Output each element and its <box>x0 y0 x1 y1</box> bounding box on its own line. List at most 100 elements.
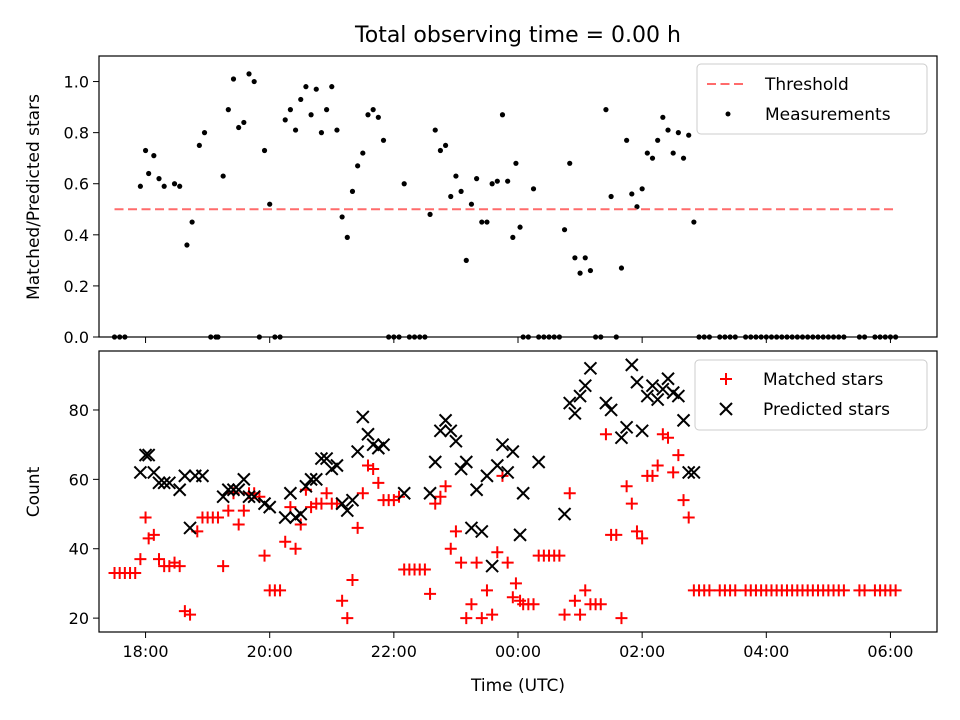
matched-star-point <box>279 535 292 548</box>
y-tick-label: 1.0 <box>64 73 89 92</box>
measurement-point <box>427 211 433 217</box>
matched-star-point <box>625 497 638 510</box>
matched-star-point <box>509 577 522 590</box>
measurement-point <box>437 147 444 154</box>
y-tick-label: 40 <box>69 540 89 559</box>
matched-star-point <box>372 476 385 489</box>
predicted-star-point <box>231 483 246 497</box>
measurement-point <box>334 127 340 133</box>
matched-star-point <box>682 511 695 524</box>
y-tick-label: 80 <box>69 401 89 420</box>
matched-star-point <box>858 584 871 597</box>
measurement-point <box>171 181 178 187</box>
y-tick-label: 0.8 <box>64 124 89 143</box>
measurement-point <box>484 219 490 225</box>
predicted-star-point <box>397 486 411 500</box>
matched-star-point <box>134 553 147 566</box>
legend-measurements-label: Measurements <box>765 105 891 125</box>
measurement-point <box>634 204 640 210</box>
ratio-panel: 0.0 0.2 0.4 0.6 0.8 1.0 Matched/Predicted sta… <box>24 55 938 347</box>
measurement-point <box>196 142 202 149</box>
measurement-point <box>463 257 469 263</box>
predicted-star-point <box>237 472 251 487</box>
matched-star-point <box>506 591 519 604</box>
predicted-star-point <box>495 437 510 452</box>
matched-star-point <box>491 546 504 559</box>
measurement-point <box>146 170 152 177</box>
matched-star-point <box>475 612 488 625</box>
measurement-point <box>494 178 500 184</box>
measurement-point <box>230 76 237 82</box>
predicted-star-point <box>433 424 448 438</box>
measurement-point <box>639 186 645 192</box>
matched-star-point <box>147 528 160 541</box>
measurement-point <box>468 201 475 207</box>
measurement-point <box>561 227 568 233</box>
matched-star-point <box>672 449 685 462</box>
matched-star-point <box>620 480 633 493</box>
predicted-star-point <box>345 493 360 507</box>
predicted-star-point <box>423 486 437 500</box>
predicted-star-point <box>309 472 323 487</box>
matched-star-point <box>315 497 328 510</box>
matched-star-point <box>465 598 478 611</box>
predicted-star-point <box>604 403 618 417</box>
measurement-point <box>292 127 299 133</box>
matched-star-point <box>615 612 628 625</box>
matched-star-point <box>173 560 186 573</box>
matched-star-point <box>646 469 659 482</box>
predicted-star-point <box>330 458 344 473</box>
measurement-point <box>505 178 511 184</box>
matched-star-point <box>610 528 623 541</box>
predicted-star-point <box>635 424 649 438</box>
x-tick-label: 06:00 <box>867 642 913 661</box>
measurement-point <box>629 191 635 197</box>
count-panel-ticks: 20 40 60 80 18:00 20:00 22:00 00:00 02:00 04:00 06… <box>69 401 914 661</box>
measurement-point <box>349 188 356 194</box>
matched-star-point <box>662 431 675 444</box>
measurement-point <box>137 183 143 189</box>
measurement-point <box>156 176 162 182</box>
measurement-point <box>489 181 495 187</box>
predicted-star-point <box>449 434 463 448</box>
measurement-point <box>618 265 625 271</box>
x-tick-label: 00:00 <box>495 642 541 661</box>
predicted-star-point <box>278 510 292 525</box>
measurement-point <box>360 150 366 156</box>
predicted-star-point <box>299 479 313 494</box>
matched-star-point <box>579 584 592 597</box>
measurement-point <box>161 183 167 189</box>
count-panel-legend: Matched stars Predicted stars <box>694 359 928 431</box>
predicted-star-point <box>314 451 329 466</box>
predicted-star-point <box>656 382 670 396</box>
measurement-point <box>649 155 656 161</box>
predicted-star-point <box>438 413 453 428</box>
matched-star-point <box>439 480 452 493</box>
measurement-point <box>458 188 464 194</box>
measurement-point <box>510 234 516 240</box>
y-tick-label: 20 <box>69 609 89 628</box>
predicted-star-point <box>152 476 166 490</box>
matched-star-point <box>351 521 364 534</box>
measurement-point <box>655 137 661 143</box>
predicted-star-point <box>319 451 334 466</box>
measurement-point <box>184 242 190 248</box>
measurement-point <box>329 84 335 90</box>
matched-star-point <box>367 462 380 475</box>
measurement-point <box>151 153 157 159</box>
measurement-point <box>432 127 438 133</box>
predicted-star-point <box>294 507 308 521</box>
matched-star-point <box>568 594 581 607</box>
measurement-point <box>665 127 671 133</box>
measurement-point <box>474 176 480 182</box>
measurement-point <box>442 142 449 149</box>
predicted-star-point <box>216 489 230 504</box>
predicted-star-point <box>162 476 177 490</box>
matched-star-point <box>341 612 354 625</box>
measurement-point <box>375 114 381 120</box>
measurement-point <box>603 107 609 113</box>
legend-predicted-label: Predicted stars <box>763 400 890 420</box>
measurement-point <box>587 267 594 274</box>
measurement-point <box>177 183 183 189</box>
